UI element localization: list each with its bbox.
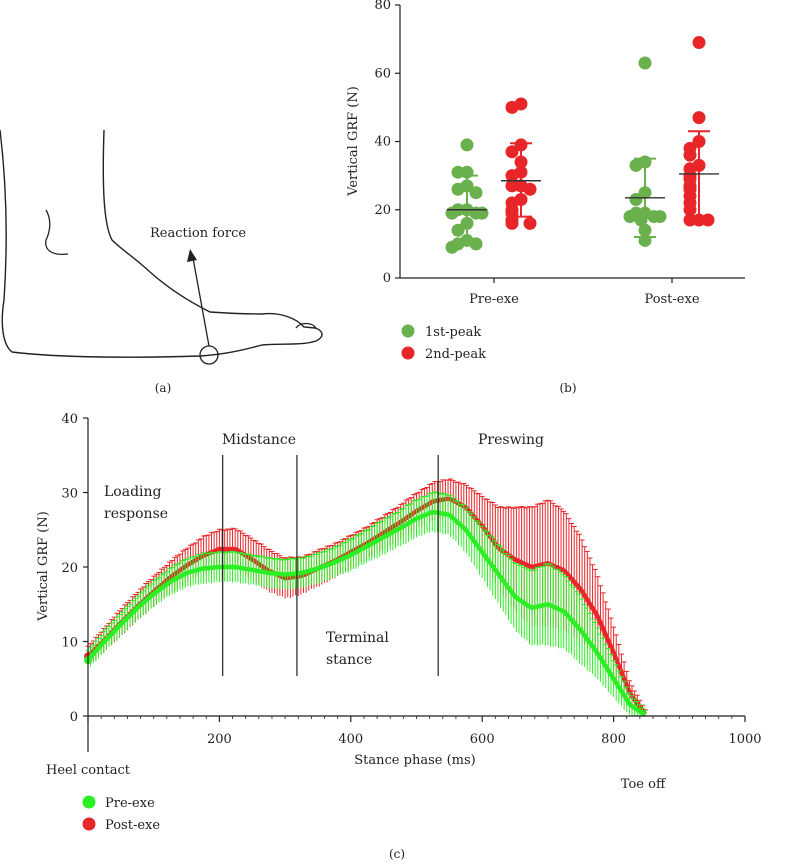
scatter-axes: 0 20 40 60 80 Pre-exe Post-exe [374, 0, 745, 307]
scatter-point-2nd-peak [683, 203, 697, 217]
phase-label-midstance: Midstance [222, 432, 296, 448]
line-chart: 0 10 20 30 40 200 400 600 800 1000 Loading respons… [36, 412, 762, 861]
scatter-point-1st-peak [469, 186, 483, 200]
scatter-point-2nd-peak [505, 169, 519, 183]
scatter-y-tick-label: 20 [374, 203, 391, 218]
line-x-tick-label: 600 [470, 732, 495, 747]
legend-2nd-peak-marker [401, 346, 415, 360]
contact-circle [199, 345, 219, 365]
scatter-point-2nd-peak [523, 182, 537, 196]
legend-2nd-peak-label: 2nd-peak [425, 347, 486, 362]
legend-post-exe-marker [82, 817, 96, 831]
scatter-legend: 1st-peak 2nd-peak [401, 324, 486, 362]
heel-contact-label: Heel contact [46, 763, 131, 778]
legend-1st-peak-marker [401, 324, 415, 338]
line-x-tick-label: 1000 [728, 732, 761, 747]
panel-label-c: (c) [389, 847, 405, 861]
toe-off-label: Toe off [621, 777, 667, 792]
scatter-point-1st-peak [451, 182, 465, 196]
line-y-tick-label: 10 [61, 636, 78, 651]
foot-outline [0, 129, 323, 358]
line-series-Pre-exe [84, 491, 648, 717]
scatter-point-1st-peak [623, 210, 637, 224]
legend-pre-exe-marker [82, 795, 96, 809]
scatter-point-1st-peak [445, 240, 459, 254]
line-y-tick-label: 30 [61, 487, 78, 502]
scatter-point-2nd-peak [505, 145, 519, 159]
legend-pre-exe-label: Pre-exe [105, 796, 155, 811]
scatter-point-2nd-peak [692, 36, 706, 50]
scatter-category-label: Post-exe [644, 292, 699, 307]
scatter-y-label: Vertical GRF (N) [346, 86, 361, 197]
phase-label-preswing: Preswing [478, 432, 544, 448]
legend-1st-peak-label: 1st-peak [425, 325, 481, 340]
scatter-chart: 0 20 40 60 80 Pre-exe Post-exe Vertical GRF (N… [346, 0, 745, 395]
scatter-point-1st-peak [451, 165, 465, 179]
scatter-point-2nd-peak [523, 216, 537, 230]
line-y-tick-label: 40 [61, 412, 78, 427]
foot-illustration: Reaction force (a) [0, 129, 323, 395]
scatter-marks [445, 36, 719, 254]
scatter-point-2nd-peak [505, 100, 519, 114]
phase-annotations: Loading response Midstance Terminal stance Pr… [104, 432, 544, 676]
scatter-category-label: Pre-exe [469, 292, 519, 307]
phase-label-loading-2: response [104, 506, 168, 522]
line-legend: Pre-exe Post-exe [82, 795, 160, 833]
phase-label-terminal: Terminal [326, 630, 389, 646]
scatter-point-2nd-peak [683, 213, 697, 227]
scatter-point-1st-peak [445, 206, 459, 220]
scatter-point-2nd-peak [505, 179, 519, 193]
scatter-point-1st-peak [475, 206, 489, 220]
scatter-point-1st-peak [460, 138, 474, 152]
line-series-Post-exe [84, 478, 648, 717]
panel-label-a: (a) [155, 381, 172, 395]
scatter-point-2nd-peak [701, 213, 715, 227]
scatter-y-tick-label: 0 [383, 271, 391, 286]
force-arrow [192, 257, 210, 347]
line-axes: 0 10 20 30 40 200 400 600 800 1000 [61, 412, 762, 752]
force-arrow-head [187, 249, 197, 262]
line-marks [84, 478, 648, 717]
mean-line-Pre-exe [86, 509, 647, 717]
scatter-point-1st-peak [638, 56, 652, 70]
line-y-tick-label: 0 [70, 710, 78, 725]
scatter-point-2nd-peak [683, 148, 697, 162]
scatter-point-2nd-peak [505, 216, 519, 230]
scatter-point-1st-peak [451, 223, 465, 237]
scatter-y-tick-label: 80 [374, 0, 391, 13]
scatter-point-2nd-peak [692, 111, 706, 125]
toenail [295, 322, 317, 329]
scatter-point-1st-peak [629, 158, 643, 172]
line-y-label: Vertical GRF (N) [36, 511, 51, 622]
line-x-tick-label: 400 [338, 732, 363, 747]
panel-label-b: (b) [559, 381, 576, 395]
scatter-point-1st-peak [653, 210, 667, 224]
legend-post-exe-label: Post-exe [105, 818, 160, 833]
line-y-tick-label: 20 [61, 561, 78, 576]
phase-label-loading: Loading [104, 484, 162, 500]
phase-label-terminal-2: stance [326, 652, 372, 668]
scatter-point-1st-peak [629, 193, 643, 207]
line-x-label: Stance phase (ms) [354, 753, 475, 768]
scatter-y-tick-label: 40 [374, 135, 391, 150]
line-x-tick-label: 800 [601, 732, 626, 747]
ankle-bone [45, 209, 69, 256]
reaction-force-label: Reaction force [150, 226, 246, 241]
scatter-y-tick-label: 60 [374, 66, 391, 81]
line-x-tick-label: 200 [207, 732, 232, 747]
